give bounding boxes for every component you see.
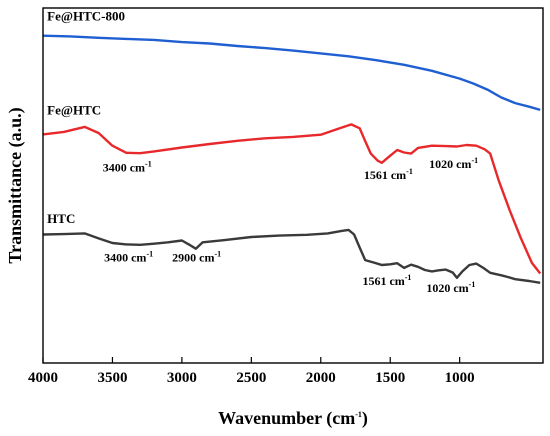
peak-annotation-4: 2900 cm-1 (172, 249, 221, 264)
x-axis-title: Wavenumber (cm-1) (218, 408, 368, 429)
peak-annotation-6: 1020 cm-1 (426, 280, 475, 295)
series-labels: Fe@HTC-800 Fe@HTC HTC (47, 8, 125, 225)
peak-annotation-1: 1561 cm-1 (364, 167, 413, 182)
peak-annotations: 3400 cm-1 1561 cm-1 1020 cm-1 3400 cm-1 2900… (103, 156, 478, 295)
peak-annotation-5: 1561 cm-1 (362, 273, 411, 288)
y-axis-title: Transmittance (a.u.) (5, 107, 26, 263)
series-label-0: Fe@HTC-800 (47, 8, 125, 23)
x-tick-label-0: 4000 (28, 370, 58, 386)
x-tick-label-6: 1000 (445, 370, 475, 386)
x-axis-ticks: 4000 3500 3000 2500 2000 1500 1000 (28, 357, 475, 386)
x-tick-label-5: 1500 (375, 370, 405, 386)
peak-annotation-2: 1020 cm-1 (429, 156, 478, 171)
x-tick-label-3: 2500 (236, 370, 266, 386)
x-tick-label-4: 2000 (306, 370, 336, 386)
peak-annotation-0: 3400 cm-1 (103, 159, 152, 174)
series-label-1: Fe@HTC (47, 103, 101, 118)
plot-frame (42, 7, 544, 364)
series-line-1 (42, 123, 542, 275)
peak-annotation-3: 3400 cm-1 (104, 249, 153, 264)
series-line-2 (42, 228, 541, 284)
x-tick-label-1: 3500 (97, 370, 127, 386)
x-tick-label-2: 3000 (167, 370, 197, 386)
series-lines (42, 34, 542, 284)
series-label-2: HTC (47, 211, 75, 226)
series-line-0 (42, 34, 541, 112)
